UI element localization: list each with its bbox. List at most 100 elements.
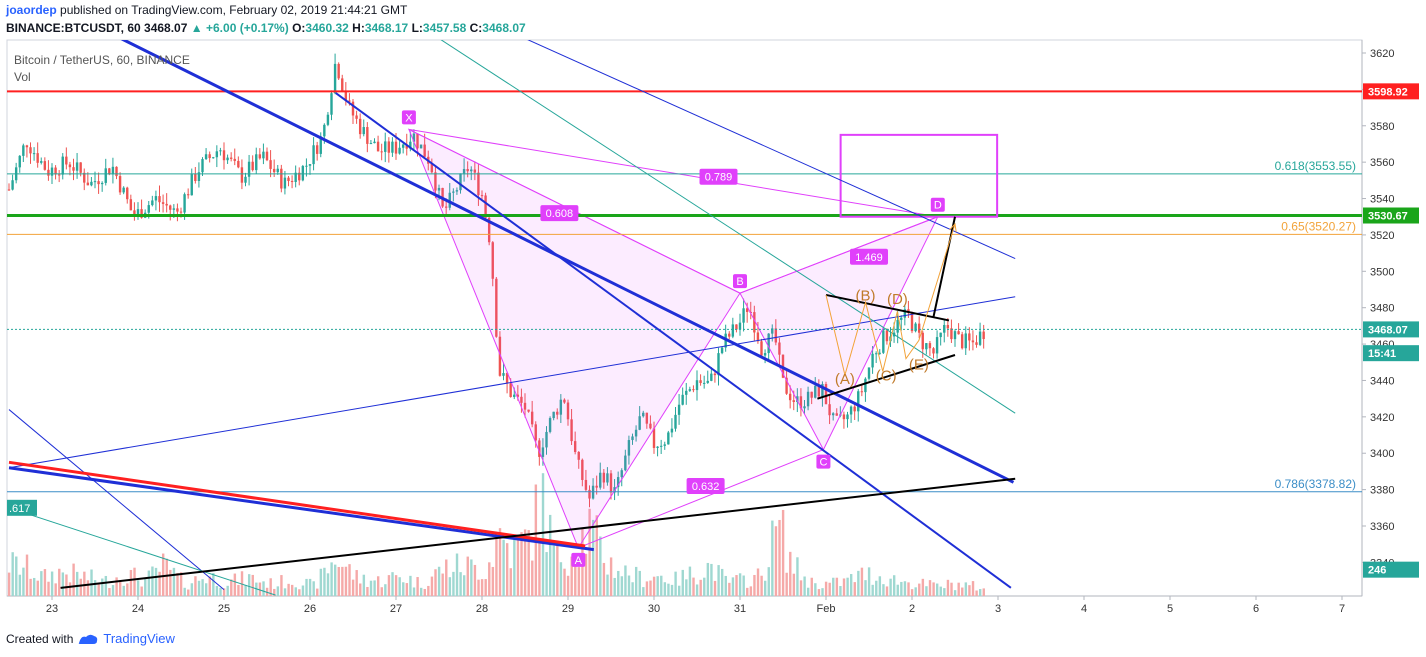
candle-body	[785, 377, 788, 394]
volume-bar	[488, 562, 491, 596]
tradingview-brand[interactable]: TradingView	[103, 631, 175, 646]
trend-line[interactable]	[8, 466, 595, 552]
plot-area[interactable]: 0.618(3553.55) 0.65(3520.27) 0.786(3378.82…	[7, 38, 1362, 596]
trend-line[interactable]	[932, 216, 956, 317]
candle-body	[366, 127, 369, 144]
price-scale-badge	[1363, 345, 1419, 362]
pattern-point-label: D	[934, 200, 942, 212]
volume-bar	[312, 581, 315, 596]
price-scale-badge-label: 246	[1368, 565, 1386, 577]
volume-bar	[380, 587, 383, 596]
volume-bar	[832, 577, 835, 596]
volume-bar	[609, 557, 613, 596]
price-tick-label: 3500	[1370, 266, 1394, 278]
ratio-label: 0.608	[546, 208, 574, 220]
volume-bar	[437, 566, 441, 596]
price-scale-badge	[1363, 561, 1419, 578]
volume-bar	[509, 568, 512, 596]
candle-body	[907, 309, 910, 313]
harmonic-bcd-triangle[interactable]	[739, 215, 939, 451]
volume-bar	[968, 585, 971, 596]
volume-bar	[97, 584, 100, 596]
time-tick-label: 5	[1167, 603, 1173, 615]
candle-body	[620, 470, 623, 478]
trend-line[interactable]	[335, 92, 1012, 589]
time-tick-label: 6	[1253, 603, 1259, 615]
candle-body	[674, 414, 677, 429]
volume-bar	[849, 574, 853, 596]
volume-bar	[559, 562, 563, 596]
candle-body	[151, 200, 154, 206]
trend-line[interactable]	[525, 38, 1016, 260]
price-tick-label: 3620	[1370, 48, 1394, 60]
author-name[interactable]: joaordep	[6, 3, 57, 17]
volume-bar	[677, 585, 681, 596]
candle-body	[523, 402, 527, 410]
candle-body	[796, 396, 799, 402]
price-scale-badge-label: 3530.67	[1368, 211, 1408, 223]
candle-body	[93, 181, 97, 183]
volume-bar	[179, 572, 183, 596]
candle-body	[921, 332, 924, 350]
volume-bar	[774, 526, 778, 596]
candle-body	[756, 332, 760, 342]
volume-bar	[663, 582, 667, 596]
volume-bar	[796, 557, 799, 596]
time-tick-label: 25	[218, 603, 230, 615]
candle-body	[212, 157, 215, 159]
wave-label: (A)	[835, 371, 855, 388]
trend-line[interactable]	[8, 409, 225, 591]
pattern-point-marker	[401, 110, 416, 125]
trend-line[interactable]	[817, 354, 956, 400]
candle-body	[65, 156, 68, 165]
trend-line[interactable]	[439, 38, 1016, 414]
target-zone-box[interactable]	[839, 133, 999, 218]
volume-bar	[409, 575, 412, 596]
pattern-point-label: X	[405, 112, 413, 124]
volume-bar	[617, 570, 620, 596]
wave-label: (D)	[887, 291, 908, 308]
trend-line[interactable]	[120, 38, 1015, 484]
candle-body	[849, 406, 853, 415]
volume-bar	[452, 571, 455, 596]
trend-line[interactable]	[8, 460, 586, 548]
time-tick-label: 3	[995, 603, 1001, 615]
candle-body	[219, 150, 222, 152]
volume-bar	[835, 577, 839, 596]
high-value: 3468.17	[364, 21, 409, 35]
candle-body	[183, 194, 186, 213]
volume-bar	[222, 588, 226, 596]
candle-body	[903, 309, 907, 318]
volume-bar	[333, 564, 337, 596]
candle-body	[663, 444, 666, 446]
trend-line[interactable]	[825, 293, 950, 322]
volume-bar	[351, 579, 355, 596]
candle-body	[401, 144, 405, 148]
candle-body	[530, 411, 534, 425]
volume-bar	[269, 578, 272, 596]
volume-bar	[692, 577, 695, 596]
volume-bar	[283, 588, 287, 596]
candle-body	[491, 242, 494, 279]
candle-body	[649, 423, 652, 429]
trend-line[interactable]	[8, 296, 1016, 469]
candle-body	[545, 431, 548, 448]
volume-bar	[22, 567, 25, 596]
price-tick-label: 3520	[1370, 230, 1394, 242]
candle-body	[133, 210, 136, 218]
fib-level-label: 0.786(3378.82)	[1275, 477, 1356, 491]
volume-bar	[326, 573, 330, 596]
volume-bar	[391, 572, 394, 596]
candle-body	[878, 352, 881, 354]
volume-bar	[101, 578, 104, 596]
high-label: H:	[352, 21, 365, 35]
triangle-wave-path[interactable]	[825, 223, 956, 377]
trend-line[interactable]	[60, 477, 1016, 589]
trend-line[interactable]	[8, 507, 276, 596]
volume-bar	[323, 567, 326, 596]
close-value: 3468.07	[482, 21, 526, 35]
left-edge-badge	[7, 499, 37, 516]
candle-body	[455, 190, 459, 192]
candle-body	[394, 141, 398, 154]
